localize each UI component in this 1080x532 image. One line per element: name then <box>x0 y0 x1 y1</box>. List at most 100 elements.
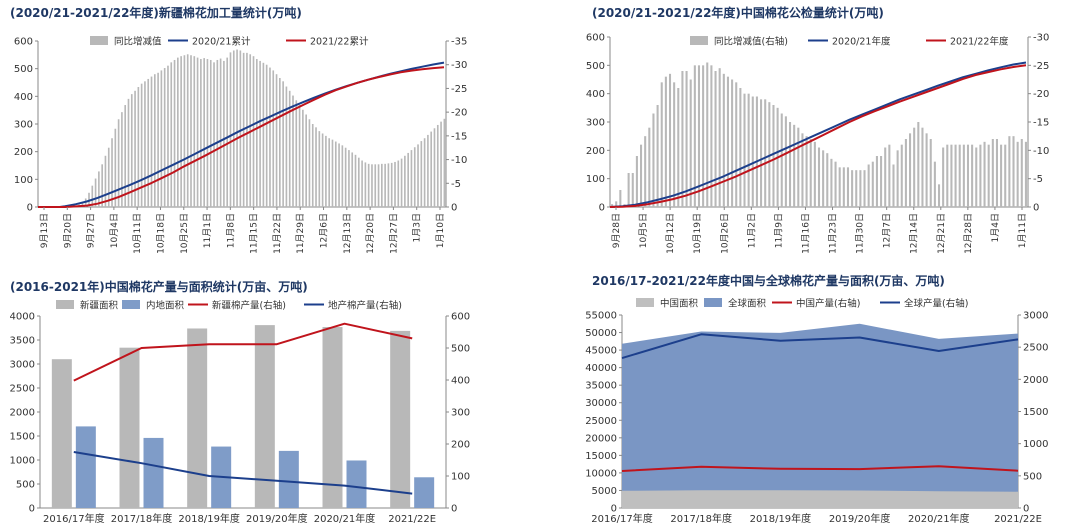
bar-yoy-change <box>851 170 854 207</box>
bar-yoy-change <box>107 147 110 207</box>
bar-yoy-change <box>348 150 350 207</box>
y-tick-label-left: 3500 <box>10 336 35 347</box>
x-tick-label: 12月6日 <box>319 213 330 248</box>
x-tick-label: 9月27日 <box>86 213 97 248</box>
bar-yoy-change <box>863 170 866 207</box>
y-tick-label-right: -10 <box>1033 146 1049 157</box>
line-series-2021-22 <box>609 64 1027 208</box>
bar-yoy-change <box>739 88 742 207</box>
y-tick-label-left: 500 <box>16 480 35 491</box>
bar-yoy-change <box>693 65 696 207</box>
x-tick-label: 2020/21年度 <box>314 512 376 525</box>
x-tick-label: 2021/22E <box>994 514 1042 525</box>
bar-yoy-change <box>702 65 705 207</box>
panel-inspection: (2020/21-2021/22年度)中国棉花公检量统计(万吨) 0 100 200… <box>540 0 1080 266</box>
y-tick-label-right: -35 <box>451 37 467 48</box>
legend-label: 同比增减值 <box>114 36 162 48</box>
x-tick-label: 10月11日 <box>132 213 143 254</box>
bar-yoy-change <box>81 202 84 207</box>
bar-yoy-change <box>341 145 344 207</box>
bar-yoy-change <box>838 167 841 207</box>
bar-xinjiang-area <box>51 359 72 508</box>
x-tick-label: 10月12日 <box>665 213 676 254</box>
bar-yoy-change <box>381 163 383 207</box>
bar-xinjiang-area <box>322 327 343 508</box>
bar-yoy-change <box>357 157 360 207</box>
bar-yoy-change <box>170 62 173 207</box>
y-tick-label-left: 500 <box>586 61 605 72</box>
bar-yoy-change <box>223 60 225 207</box>
bar-yoy-change <box>1016 141 1019 207</box>
legend-label: 新疆棉产量(右轴) <box>212 300 286 312</box>
line-xinjiang-output <box>73 322 413 382</box>
bar-inland-area <box>278 450 299 508</box>
bar-yoy-change <box>966 144 970 207</box>
bar-yoy-change <box>338 143 340 207</box>
bar-yoy-change <box>219 58 222 208</box>
bar-yoy-change <box>971 144 974 207</box>
bar-yoy-change <box>619 190 622 207</box>
bar-yoy-change <box>656 105 659 207</box>
x-tick-label: 11月15日 <box>249 213 260 254</box>
y-tick-label-left: 35000 <box>585 381 617 392</box>
bar-yoy-change <box>793 124 796 207</box>
bar-yoy-change <box>216 59 219 207</box>
bar-yoy-change <box>295 100 298 207</box>
legend-label: 2020/21年度 <box>832 36 891 48</box>
bar-yoy-change <box>797 127 800 207</box>
y-tick-label-left: 1000 <box>10 456 35 467</box>
bar-yoy-change <box>660 82 663 207</box>
bar-yoy-change <box>315 127 317 207</box>
bar-yoy-change <box>186 54 189 207</box>
bar-yoy-change <box>114 128 117 207</box>
bar-yoy-change <box>130 94 133 207</box>
y-tick-label-right: 2500 <box>1023 343 1048 354</box>
bar-xinjiang-area <box>254 325 275 508</box>
bar-yoy-change <box>697 65 701 207</box>
y-tick-label-left: 50000 <box>585 328 617 339</box>
bar-yoy-change <box>1012 136 1015 207</box>
y-tick-label-left: 400 <box>586 89 605 100</box>
bar-yoy-change <box>635 156 638 207</box>
x-tick-label: 2019/20年度 <box>829 512 891 525</box>
line-series-2021-22 <box>38 66 445 208</box>
bar-yoy-change <box>817 147 821 207</box>
bar-yoy-change <box>991 139 994 207</box>
bar-yoy-change <box>285 86 288 207</box>
y-tick-label-left: 40000 <box>585 363 617 374</box>
bar-yoy-change <box>308 119 311 207</box>
bar-yoy-change <box>193 56 196 208</box>
bar-yoy-change <box>160 70 163 207</box>
y-tick-label-left: 600 <box>14 37 33 48</box>
legend-swatch <box>122 300 140 309</box>
legend-label: 中国产量(右轴) <box>796 298 860 310</box>
legend-swatch <box>56 300 74 309</box>
bar-yoy-change <box>677 88 680 207</box>
bar-yoy-change <box>668 73 672 207</box>
x-tick-label: 2016/17年度 <box>591 512 653 525</box>
bar-yoy-change <box>644 136 647 207</box>
y-tick-label-right: 0 <box>451 203 457 214</box>
bar-inland-area <box>75 426 96 508</box>
bar-yoy-change <box>334 141 337 207</box>
x-tick-label: 11月23日 <box>828 213 839 254</box>
y-tick-label-left: 600 <box>586 33 605 44</box>
y-tick-label-right: -15 <box>1033 118 1049 129</box>
bar-yoy-change <box>859 170 862 207</box>
bar-yoy-change <box>768 102 771 207</box>
x-tick-label: 10月26日 <box>719 213 730 254</box>
x-tick-label: 9月20日 <box>62 213 73 248</box>
bar-yoy-change <box>1024 141 1027 207</box>
bar-yoy-change <box>144 81 146 207</box>
bar-yoy-change <box>246 52 248 207</box>
bar-yoy-change <box>94 178 97 207</box>
y-tick-label-left: 0 <box>599 203 605 214</box>
x-tick-label: 12月28日 <box>963 213 974 254</box>
x-tick-label: 10月19日 <box>692 213 703 254</box>
bar-yoy-change <box>140 83 143 207</box>
x-tick-label: 1月3日 <box>412 213 423 242</box>
bar-yoy-change <box>183 55 186 207</box>
bar-yoy-change <box>433 128 436 207</box>
legend-label: 2021/22累计 <box>310 36 369 48</box>
bar-yoy-change <box>747 93 750 207</box>
